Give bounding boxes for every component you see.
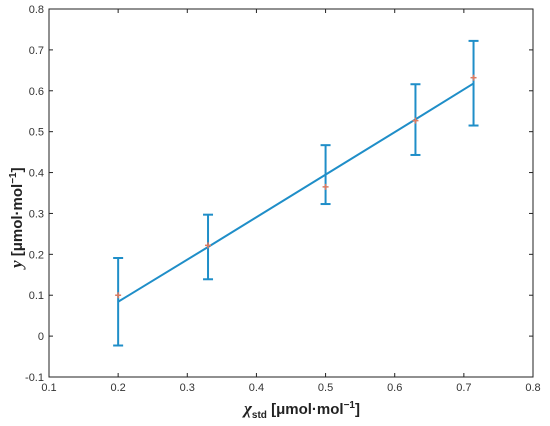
error-bar (468, 39, 479, 127)
x-tick-label: 0.8 (525, 382, 540, 394)
x-tick-label: 0.5 (318, 382, 333, 394)
data-point (115, 292, 122, 299)
fit-line (117, 82, 475, 303)
y-tick-label: 0.4 (29, 168, 44, 180)
x-tick-label: 0.2 (110, 382, 125, 394)
y-tick-label: 0.2 (29, 249, 44, 261)
y-tick-label: 0.6 (29, 86, 44, 98)
y-tick-label: 0.1 (29, 290, 44, 302)
axis-ticks: 0.1 0.2 0.3 0.4 0.5 0.6 0.7 0.8 -0.1 0 0.1 0.2 0.3 0.… (25, 4, 541, 394)
y-tick-label: 0.8 (29, 4, 44, 16)
x-tick-label: 0.6 (387, 382, 402, 394)
x-tick-label: 0.4 (249, 382, 264, 394)
y-tick-label: 0 (38, 331, 44, 343)
y-tick-label: -0.1 (25, 372, 44, 384)
data-points (115, 74, 477, 299)
x-axis-title: χstd [μmol·mol−1] (242, 399, 360, 421)
error-bar (113, 257, 124, 347)
data-point (205, 242, 212, 249)
data-point (412, 117, 419, 124)
fit-line-path (117, 82, 475, 303)
x-tick-label: 0.1 (41, 382, 56, 394)
x-tick-label: 0.3 (180, 382, 195, 394)
y-tick-label: 0.7 (29, 45, 44, 57)
x-tick-label: 0.7 (456, 382, 471, 394)
y-tick-label: 0.3 (29, 208, 44, 220)
plot-area (48, 8, 534, 378)
data-point (322, 183, 329, 190)
y-axis-title: y [μmol·mol−1] (7, 167, 26, 270)
data-point (470, 74, 477, 81)
y-tick-label: 0.5 (29, 127, 44, 139)
